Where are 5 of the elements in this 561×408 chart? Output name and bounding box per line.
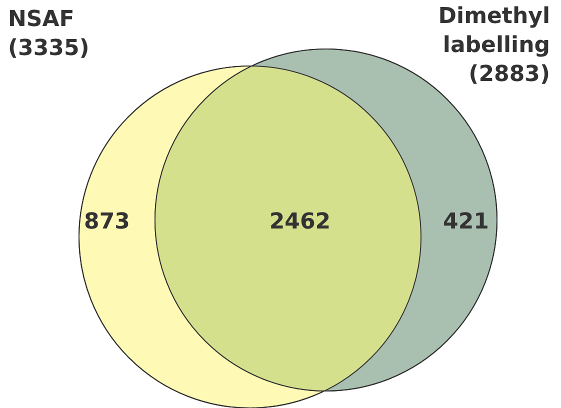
- data-label: 421: [443, 210, 489, 234]
- data-label: 2462: [269, 210, 331, 234]
- text: Dimethyl labelling (2883): [438, 4, 550, 87]
- data-label: 873: [84, 210, 130, 234]
- text: NSAF (3335): [8, 7, 90, 61]
